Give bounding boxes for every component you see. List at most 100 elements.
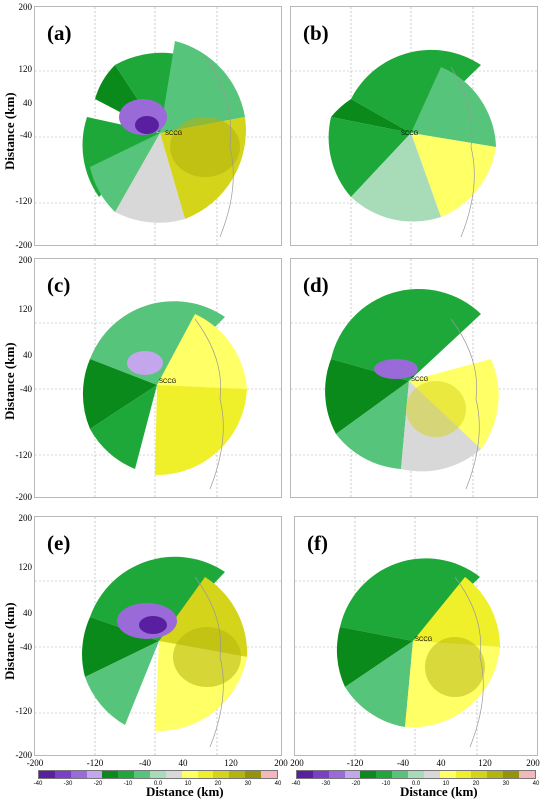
x-tick: 120: [224, 758, 238, 768]
x-tick: -40: [139, 758, 151, 768]
colorbar-swatch: [376, 771, 393, 778]
x-tick: 200: [290, 758, 304, 768]
colorbar-tick-label: -20: [351, 781, 361, 787]
panel-c-map: SCCG: [35, 259, 281, 497]
svg-text:SCCG: SCCG: [415, 637, 433, 643]
colorbar-swatch: [165, 771, 182, 778]
colorbar-swatch: [503, 771, 520, 778]
colorbar-left: [38, 770, 278, 779]
panel-f-map: SCCG: [295, 517, 537, 755]
x-tick: 200: [526, 758, 540, 768]
colorbar-tick-label: 30: [502, 781, 510, 787]
colorbar-tick-label: 20: [472, 781, 480, 787]
colorbar-tick-label: -30: [63, 781, 73, 787]
y-tick: -120: [15, 450, 33, 460]
colorbar-swatch: [297, 771, 313, 778]
x-tick: -200: [26, 758, 44, 768]
y-tick: -40: [20, 642, 32, 652]
panel-a: SCCG (a): [34, 6, 282, 246]
colorbar-right: [296, 770, 536, 779]
y-tick: -200: [15, 750, 33, 760]
colorbar-swatch: [261, 771, 277, 778]
y-tick: 40: [23, 98, 32, 108]
y-tick: 200: [18, 513, 33, 523]
y-tick: -200: [15, 492, 33, 502]
y-tick: -200: [15, 240, 33, 250]
colorbar-swatch: [86, 771, 103, 778]
colorbar-tick-label: -40: [291, 781, 301, 787]
colorbar-swatch: [392, 771, 409, 778]
colorbar-swatch: [70, 771, 87, 778]
colorbar-swatch: [455, 771, 472, 778]
colorbar-tick-label: 0.0: [153, 781, 163, 787]
colorbar-swatch: [54, 771, 71, 778]
x-tick: 40: [178, 758, 188, 768]
panel-a-map: SCCG: [35, 7, 281, 245]
y-tick: 200: [18, 255, 33, 265]
panel-f: SCCG (f): [294, 516, 538, 756]
colorbar-tick-label: 0.0: [411, 781, 421, 787]
panel-c: SCCG (c): [34, 258, 282, 498]
svg-text:SCCG: SCCG: [165, 131, 183, 137]
colorbar-swatch: [181, 771, 198, 778]
panel-b: SCCG (b): [290, 6, 538, 246]
colorbar-swatch: [423, 771, 440, 778]
x-tick: -40: [397, 758, 409, 768]
colorbar-swatch: [118, 771, 135, 778]
x-axis-label-left: Distance (km): [146, 784, 224, 799]
panel-e: (e): [34, 516, 282, 756]
y-tick: 120: [18, 304, 33, 314]
y-tick: 200: [18, 2, 33, 12]
colorbar-swatch: [328, 771, 345, 778]
colorbar-tick-label: 40: [274, 781, 282, 787]
panel-f-label: (f): [307, 531, 328, 555]
panel-a-label: (a): [47, 21, 72, 45]
y-tick: 40: [23, 350, 32, 360]
x-tick: 200: [274, 758, 288, 768]
colorbar-swatch: [134, 771, 151, 778]
colorbar-swatch: [150, 771, 166, 778]
colorbar-tick-label: -30: [321, 781, 331, 787]
x-tick: 40: [436, 758, 446, 768]
colorbar-swatch: [245, 771, 262, 778]
y-tick: -120: [15, 196, 33, 206]
x-tick: 120: [478, 758, 492, 768]
colorbar-tick-label: 20: [214, 781, 222, 787]
colorbar-tick-label: -10: [123, 781, 133, 787]
panel-b-label: (b): [303, 21, 329, 45]
colorbar-swatch: [213, 771, 230, 778]
panel-b-map: SCCG: [291, 7, 537, 245]
colorbar-swatch: [439, 771, 456, 778]
colorbar-swatch: [39, 771, 55, 778]
colorbar-swatch: [471, 771, 488, 778]
svg-text:SCCG: SCCG: [159, 379, 177, 385]
colorbar-tick-label: -20: [93, 781, 103, 787]
svg-text:SCCG: SCCG: [411, 377, 429, 383]
colorbar-swatch: [102, 771, 119, 778]
colorbar-swatch: [344, 771, 361, 778]
colorbar-tick-label: 10: [184, 781, 192, 787]
y-tick: 40: [23, 608, 32, 618]
colorbar-tick-label: -10: [381, 781, 391, 787]
y-tick: -40: [20, 130, 32, 140]
colorbar-tick-label: -40: [33, 781, 43, 787]
colorbar-swatch: [408, 771, 424, 778]
colorbar-swatch: [229, 771, 246, 778]
colorbar-swatch: [312, 771, 329, 778]
colorbar-tick-label: 40: [532, 781, 540, 787]
y-tick: -40: [20, 384, 32, 394]
panel-c-label: (c): [47, 273, 71, 297]
x-tick: -120: [346, 758, 364, 768]
colorbar-swatch: [487, 771, 504, 778]
colorbar-swatch: [519, 771, 535, 778]
colorbar-tick-label: 10: [442, 781, 450, 787]
y-tick: 120: [18, 64, 33, 74]
y-tick: 120: [18, 562, 33, 572]
panel-e-map: [35, 517, 281, 755]
x-tick: -120: [86, 758, 104, 768]
svg-text:SCCG: SCCG: [401, 131, 419, 137]
panel-d: SCCG (d): [290, 258, 538, 498]
panel-d-label: (d): [303, 273, 329, 297]
panel-d-map: SCCG: [291, 259, 537, 497]
y-tick: -120: [15, 706, 33, 716]
